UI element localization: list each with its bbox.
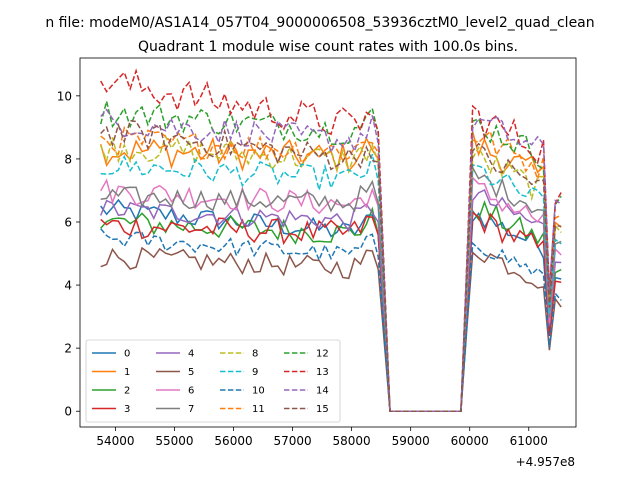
y-tick-label: 8 [64,152,72,166]
y-tick-label: 4 [64,279,72,293]
x-tick-label: 58000 [333,434,371,448]
legend-label-0: 0 [124,349,130,360]
series-line-2 [100,200,562,412]
x-offset-text: +4.957e8 [516,455,575,469]
legend-label-10: 10 [252,386,265,397]
series-line-10 [100,228,562,412]
legend-label-12: 12 [316,349,329,360]
y-tick-label: 10 [57,89,72,103]
legend-label-9: 9 [252,367,258,378]
legend-label-13: 13 [316,367,329,378]
series-line-14 [100,108,562,412]
legend-label-15: 15 [316,404,329,415]
legend-label-5: 5 [188,367,194,378]
chart-title: Quadrant 1 module wise count rates with … [138,39,518,55]
series-line-9 [100,153,562,412]
x-tick-label: 57000 [273,434,311,448]
x-tick-label: 54000 [96,434,134,448]
legend-label-6: 6 [188,386,194,397]
series-line-5 [100,246,562,412]
plot-frame [79,57,577,428]
legend-label-14: 14 [316,386,329,397]
series-line-7 [100,164,562,412]
legend-label-2: 2 [124,386,130,397]
y-tick-label: 6 [64,216,72,230]
legend-label-7: 7 [188,404,194,415]
series-line-3 [100,211,562,412]
x-axis: 54000 55000 56000 57000 58000 59000 60000 61000 [96,427,548,448]
y-tick-label: 2 [64,342,72,356]
x-tick-label: 60000 [451,434,489,448]
series-line-4 [100,188,562,412]
legend-label-1: 1 [124,367,130,378]
legend-label-11: 11 [252,404,265,415]
y-axis: 0 2 4 6 8 10 [57,89,80,419]
x-tick-label: 59000 [392,434,430,448]
x-tick-label: 56000 [214,434,252,448]
series-layer [99,68,562,412]
legend-label-8: 8 [252,349,258,360]
series-line-6 [100,175,562,412]
series-line-0 [100,198,562,412]
series-line-13 [100,68,562,412]
legend-frame [85,339,341,423]
x-tick-label: 55000 [155,434,193,448]
figure-suptitle: n file: modeM0/AS1A14_057T04_9000006508_… [45,15,594,31]
series-line-15 [100,119,562,412]
legend-label-4: 4 [188,349,194,360]
x-tick-label: 61000 [510,434,548,448]
legend-label-3: 3 [124,404,130,415]
y-tick-label: 0 [64,405,72,419]
